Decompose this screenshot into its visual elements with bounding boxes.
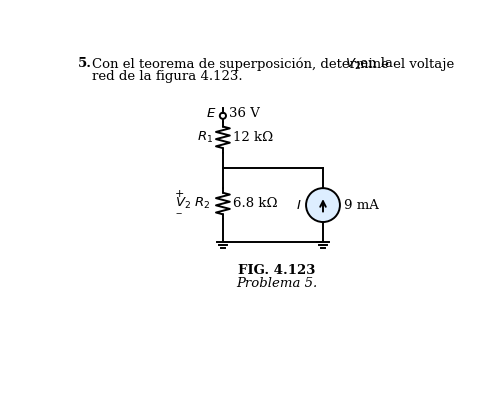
Text: FIG. 4.123: FIG. 4.123: [238, 264, 315, 277]
Text: 36 V: 36 V: [229, 107, 260, 120]
Text: $R_1$: $R_1$: [197, 130, 214, 145]
Text: Problema 5.: Problema 5.: [236, 277, 317, 290]
Text: $E$: $E$: [206, 107, 217, 120]
Text: –: –: [175, 207, 181, 220]
Text: $I$: $I$: [296, 198, 301, 212]
Text: 6.8 kΩ: 6.8 kΩ: [233, 197, 277, 210]
Text: 5.: 5.: [78, 57, 92, 70]
Text: $V_2$: $V_2$: [175, 196, 191, 211]
Text: red de la figura 4.123.: red de la figura 4.123.: [92, 70, 242, 82]
Text: 9 mA: 9 mA: [344, 198, 379, 212]
Text: $V_2$: $V_2$: [345, 57, 360, 72]
Text: $R_2$: $R_2$: [193, 196, 210, 211]
Circle shape: [306, 188, 340, 222]
Text: 12 kΩ: 12 kΩ: [233, 131, 273, 144]
Text: Con el teorema de superposición, determine el voltaje: Con el teorema de superposición, determi…: [92, 57, 458, 71]
Text: en la: en la: [356, 57, 393, 70]
Text: +: +: [175, 188, 184, 198]
